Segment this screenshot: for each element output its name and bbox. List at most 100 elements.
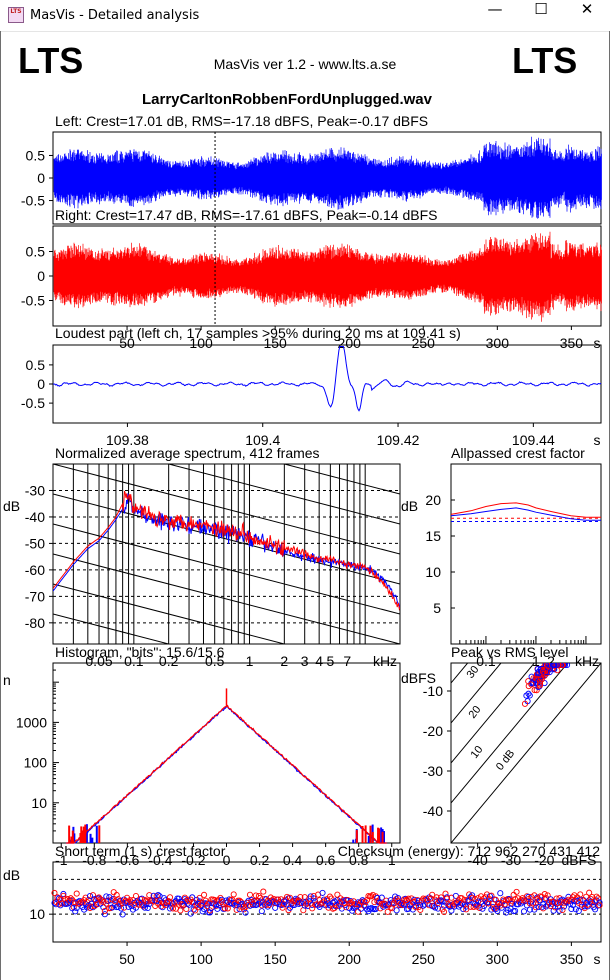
stcrest-point	[180, 901, 187, 908]
stcrest-point	[556, 907, 563, 914]
stcrest-point	[205, 900, 212, 907]
crest-xtick-label: 1	[532, 653, 540, 669]
histogram-ytick-label: 100	[24, 755, 48, 771]
stcrest-point	[85, 896, 92, 903]
loudest-ytick-label: 0.5	[26, 357, 46, 373]
stcrest-point	[417, 906, 424, 913]
stcrest-point	[355, 908, 362, 915]
histogram-ylabel: n	[3, 672, 11, 688]
stcrest-point	[525, 893, 532, 900]
pvr-crest-diagonal	[451, 663, 535, 764]
pvr-point	[543, 669, 550, 676]
stcrest-point	[146, 892, 153, 899]
minimize-button[interactable]: —	[487, 0, 503, 18]
stcrest-point	[362, 902, 369, 909]
stcrest-point	[143, 901, 150, 908]
stcrest-point	[107, 897, 114, 904]
left-waveform-ytick-label: -0.5	[21, 193, 45, 209]
histogram-xtick-label: 0.4	[283, 852, 303, 868]
histogram-xtick-label: 0.2	[250, 852, 270, 868]
stcrest-point	[224, 905, 231, 912]
stcrest-point	[381, 900, 388, 907]
stcrest-point	[463, 906, 470, 913]
stcrest-point	[411, 896, 418, 903]
stcrest-point	[368, 904, 375, 911]
pvr-xunit: dBFS	[561, 852, 596, 868]
stcrest-point	[366, 905, 374, 912]
histogram-ytick-label: 1000	[16, 714, 47, 730]
stcrest-point	[574, 897, 581, 904]
stcrest-point	[386, 900, 393, 908]
stcrest-point	[76, 897, 83, 904]
pvr-point	[526, 692, 533, 699]
stcrest-point	[437, 894, 445, 901]
stcrest-point	[596, 902, 603, 909]
stcrest-point	[454, 900, 461, 907]
stcrest-point	[469, 892, 476, 899]
pvr-diagonal-label: 30	[465, 664, 482, 681]
right-waveform-xtick-label: 150	[263, 335, 287, 351]
stcrest-point	[515, 895, 522, 902]
stcrest-point	[187, 910, 194, 917]
histogram-xtick-label: 0.8	[349, 852, 369, 868]
spectrum-frame	[52, 463, 401, 645]
spectrum-slope-line	[166, 464, 400, 525]
histogram-series-right	[66, 704, 387, 844]
right-waveform-xtick-label: 50	[119, 335, 135, 351]
version-label: MasVis ver 1.2 - www.lts.a.se	[214, 56, 397, 72]
stcrest-point	[347, 899, 354, 906]
stcrest-point	[297, 894, 304, 901]
loudest-ytick-label: 0	[37, 376, 45, 392]
stcrest-xtick-label: 50	[119, 951, 135, 967]
loudest-xtick-label: 109.4	[245, 432, 280, 448]
stcrest-point	[58, 900, 65, 907]
stcrest-point	[193, 902, 200, 909]
right-waveform-xtick-label: 100	[189, 335, 213, 351]
stcrest-point	[52, 901, 60, 908]
stcrest-point	[94, 901, 101, 908]
stcrest-point	[543, 895, 550, 902]
crest-xunit: kHz	[575, 653, 599, 669]
histogram-xtick-label: -0.8	[82, 852, 106, 868]
window-title: MasVis - Detailed analysis	[30, 8, 200, 23]
stcrest-point	[64, 896, 71, 903]
close-button[interactable]: ✕	[580, 0, 594, 18]
stcrest-point	[572, 896, 579, 903]
stcrest-point	[196, 894, 203, 902]
pvr-crest-diagonal	[451, 663, 601, 843]
stcrest-point	[488, 892, 495, 899]
stcrest-point	[192, 907, 199, 914]
stcrest-point	[497, 890, 504, 897]
crest-ytick-label: 20	[425, 492, 441, 508]
stcrest-point	[101, 911, 108, 918]
left-waveform-title: Left: Crest=17.01 dB, RMS=-17.18 dBFS, P…	[55, 113, 428, 129]
stcrest-point	[506, 897, 513, 904]
pvr-xtick-label: -20	[534, 852, 554, 868]
stcrest-point	[501, 901, 508, 908]
spectrum-xtick-label: 0.1	[124, 653, 144, 669]
spectrum-ylabel: dB	[3, 498, 20, 514]
stcrest-point	[572, 906, 579, 913]
loudest-trace	[52, 346, 602, 412]
histogram-title: Histogram, "bits": 15.6/15.6	[55, 644, 225, 660]
stcrest-point	[575, 907, 582, 915]
stcrest-point	[390, 900, 397, 907]
analysis-figure: LTS LTS MasVis ver 1.2 - www.lts.a.se La…	[3, 40, 603, 967]
stcrest-point	[537, 897, 544, 904]
maximize-button[interactable]: ☐	[534, 0, 548, 18]
stcrest-point	[469, 894, 476, 901]
spectrum-ytick-label: -80	[25, 615, 45, 631]
stcrest-point	[186, 898, 193, 905]
pvr-xtick-label: -40	[468, 852, 488, 868]
right-waveform-xtick-label: 350	[560, 335, 584, 351]
crest-xtick-label: 2	[547, 653, 555, 669]
stcrest-point	[283, 893, 291, 900]
stcrest-point	[427, 895, 434, 902]
stcrest-point	[214, 905, 221, 912]
stcrest-point	[113, 891, 120, 899]
spectrum-xtick-label: 1	[246, 653, 254, 669]
stcrest-point	[264, 903, 271, 910]
right-waveform-xunit: s	[594, 335, 601, 351]
right-waveform-ytick-label: 0.5	[26, 244, 46, 260]
stcrest-point	[565, 893, 572, 900]
